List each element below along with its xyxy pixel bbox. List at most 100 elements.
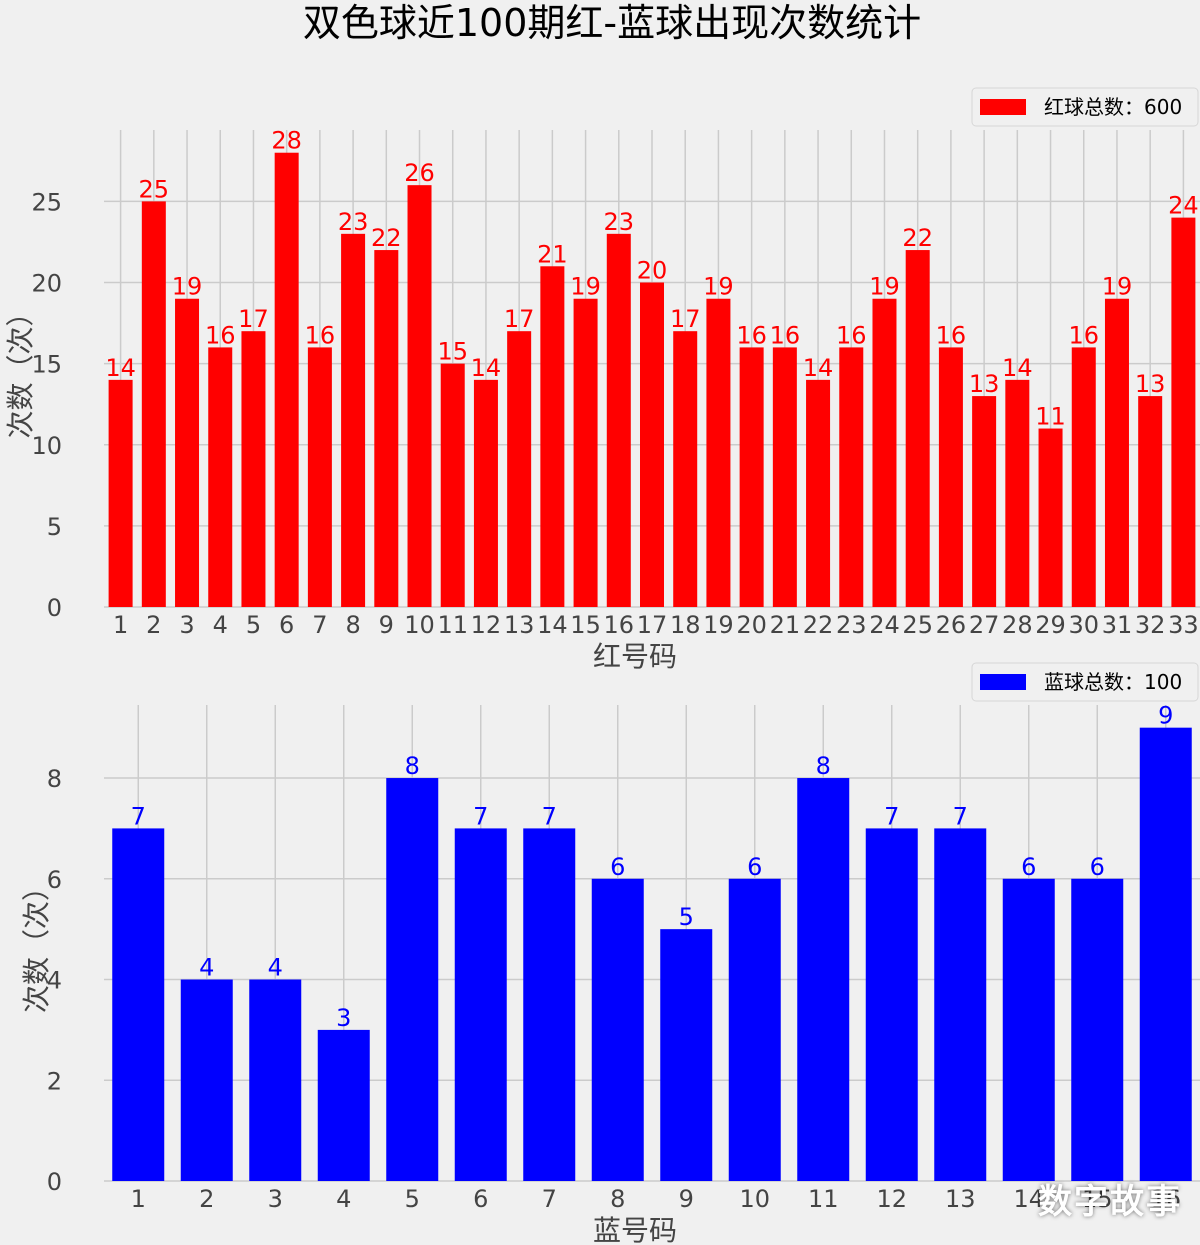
x-tick-label: 14 [1013, 1185, 1044, 1213]
legend-label: 蓝球总数：100 [1044, 670, 1182, 694]
bar-value-label: 13 [1135, 370, 1166, 398]
bar-value-label: 20 [637, 257, 668, 285]
legend-swatch [980, 99, 1026, 115]
bar [1071, 347, 1096, 607]
x-tick-label: 13 [945, 1185, 976, 1213]
bar-value-label: 3 [336, 1004, 351, 1032]
bar-value-label: 26 [404, 159, 435, 187]
x-tick-label: 3 [179, 611, 194, 639]
bar [208, 347, 233, 607]
bar [241, 331, 266, 607]
bar [865, 828, 918, 1181]
bar [1071, 878, 1124, 1181]
y-axis-label: 次数（次） [4, 298, 37, 438]
x-tick-label: 31 [1102, 611, 1133, 639]
x-tick-label: 32 [1135, 611, 1166, 639]
x-tick-label: 21 [770, 611, 801, 639]
x-tick-label: 13 [504, 611, 535, 639]
y-tick-label: 20 [31, 270, 62, 298]
y-tick-label: 2 [47, 1067, 62, 1095]
bar [591, 878, 644, 1181]
bar-value-label: 8 [816, 752, 831, 780]
red-ball-chart: 0510152025141252193164175286167238229261… [4, 87, 1200, 673]
bar-value-label: 28 [271, 127, 302, 155]
x-tick-label: 14 [537, 611, 568, 639]
x-tick-label: 11 [808, 1185, 839, 1213]
x-tick-label: 16 [1150, 1185, 1181, 1213]
bar-value-label: 16 [836, 321, 867, 349]
x-tick-label: 18 [670, 611, 701, 639]
x-tick-label: 6 [279, 611, 294, 639]
x-axis-label: 红号码 [593, 640, 677, 673]
bar-value-label: 14 [1002, 354, 1033, 382]
legend-box [971, 87, 1199, 127]
watermark: 数字故事 [1038, 1182, 1182, 1222]
x-tick-label: 27 [969, 611, 1000, 639]
y-tick-label: 8 [47, 765, 62, 793]
bar-value-label: 24 [1168, 192, 1199, 220]
bar [1038, 428, 1063, 607]
bar [660, 929, 713, 1181]
x-tick-label: 1 [131, 1185, 146, 1213]
y-tick-label: 25 [31, 188, 62, 216]
bar-value-label: 16 [1068, 321, 1099, 349]
bar-value-label: 7 [131, 802, 146, 830]
bar-value-label: 22 [371, 224, 402, 252]
bar-value-label: 19 [1102, 273, 1133, 301]
bar [523, 828, 576, 1181]
bar-value-label: 7 [884, 802, 899, 830]
x-tick-label: 6 [473, 1185, 488, 1213]
x-tick-label: 15 [1082, 1185, 1113, 1213]
bar-value-label: 8 [405, 752, 420, 780]
bar-value-label: 7 [473, 802, 488, 830]
x-tick-label: 24 [869, 611, 900, 639]
bar [739, 347, 764, 607]
bar-value-label: 5 [679, 903, 694, 931]
bar [806, 379, 831, 607]
bar-value-label: 19 [172, 273, 203, 301]
bar [540, 266, 565, 607]
x-tick-label: 12 [876, 1185, 907, 1213]
bar-value-label: 6 [1021, 853, 1036, 881]
x-tick-label: 1 [113, 611, 128, 639]
bar-value-label: 6 [747, 853, 762, 881]
bar-value-label: 4 [199, 954, 214, 982]
x-tick-label: 7 [312, 611, 327, 639]
x-tick-label: 26 [936, 611, 967, 639]
bar-value-label: 16 [205, 321, 236, 349]
legend-label: 红球总数：600 [1044, 95, 1182, 119]
bar-value-label: 17 [238, 305, 269, 333]
bar-value-label: 23 [604, 208, 635, 236]
bar [307, 347, 332, 607]
bar-value-label: 17 [670, 305, 701, 333]
x-tick-label: 25 [902, 611, 933, 639]
bar [407, 185, 432, 607]
bar-value-label: 11 [1035, 403, 1066, 431]
bar-value-label: 6 [610, 853, 625, 881]
bar [317, 1029, 370, 1181]
bar-value-label: 14 [803, 354, 834, 382]
bar [454, 828, 507, 1181]
bar-value-label: 19 [703, 273, 734, 301]
bar-value-label: 13 [969, 370, 1000, 398]
bar [341, 233, 366, 607]
x-tick-label: 8 [610, 1185, 625, 1213]
x-tick-label: 2 [146, 611, 161, 639]
bar-value-label: 6 [1090, 853, 1105, 881]
bar-value-label: 16 [305, 321, 336, 349]
x-tick-label: 19 [703, 611, 734, 639]
bar [640, 282, 664, 607]
bar [1138, 396, 1163, 607]
bar [440, 363, 465, 607]
bar-value-label: 21 [537, 240, 568, 268]
bar [673, 331, 698, 607]
x-tick-label: 5 [405, 1185, 420, 1213]
blue-ball-chart: 0246871424334857677685961081171271361461… [20, 662, 1200, 1245]
x-tick-label: 7 [542, 1185, 557, 1213]
y-tick-label: 15 [31, 351, 62, 379]
y-tick-label: 0 [47, 1168, 62, 1196]
x-tick-label: 17 [637, 611, 668, 639]
chart-title: 双色球近100期红-蓝球出现次数统计 [303, 1, 921, 45]
bar [1104, 298, 1129, 607]
